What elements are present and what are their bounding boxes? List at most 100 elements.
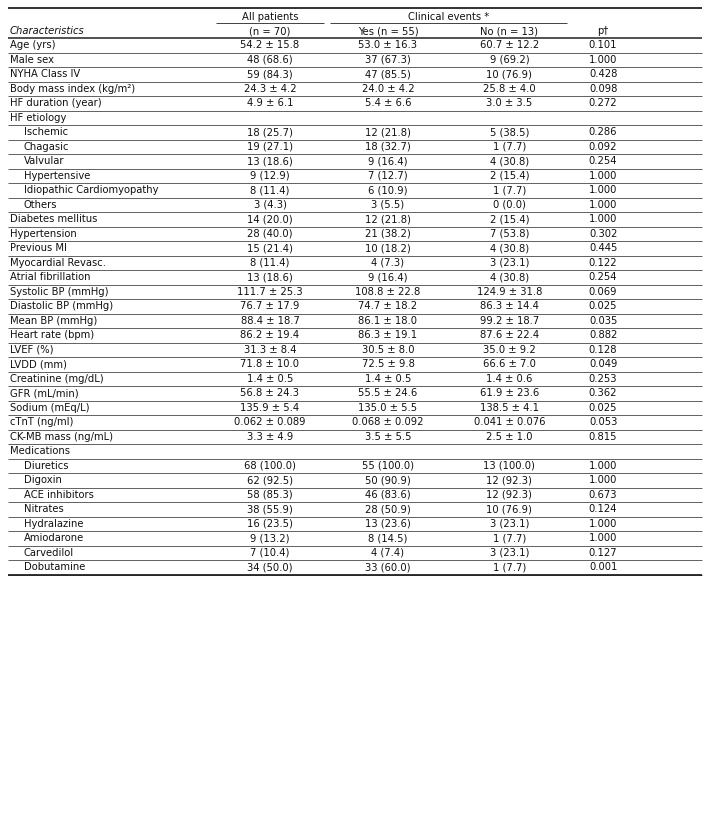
Text: 99.2 ± 18.7: 99.2 ± 18.7 <box>480 316 539 326</box>
Text: Dobutamine: Dobutamine <box>24 563 86 573</box>
Text: LVEF (%): LVEF (%) <box>10 345 54 355</box>
Text: 0.254: 0.254 <box>589 273 617 283</box>
Text: ACE inhibitors: ACE inhibitors <box>24 489 94 499</box>
Text: 0.068 ± 0.092: 0.068 ± 0.092 <box>352 417 423 427</box>
Text: 3.0 ± 3.5: 3.0 ± 3.5 <box>486 98 532 108</box>
Text: 8 (11.4): 8 (11.4) <box>251 185 290 195</box>
Text: 9 (16.4): 9 (16.4) <box>368 156 408 166</box>
Text: NYHA Class IV: NYHA Class IV <box>10 69 80 79</box>
Text: 14 (20.0): 14 (20.0) <box>247 214 293 224</box>
Text: 3.3 ± 4.9: 3.3 ± 4.9 <box>247 432 293 442</box>
Text: Age (yrs): Age (yrs) <box>10 40 55 50</box>
Text: 0.124: 0.124 <box>589 504 617 514</box>
Text: Diabetes mellitus: Diabetes mellitus <box>10 214 98 224</box>
Text: 1.4 ± 0.5: 1.4 ± 0.5 <box>365 374 411 384</box>
Text: Ischemic: Ischemic <box>24 127 68 137</box>
Text: 9 (13.2): 9 (13.2) <box>250 534 290 543</box>
Text: Creatinine (mg/dL): Creatinine (mg/dL) <box>10 374 103 384</box>
Text: 5.4 ± 6.6: 5.4 ± 6.6 <box>365 98 411 108</box>
Text: 0.673: 0.673 <box>589 489 617 499</box>
Text: Body mass index (kg/m²): Body mass index (kg/m²) <box>10 84 135 94</box>
Text: 8 (14.5): 8 (14.5) <box>368 534 408 543</box>
Text: 86.3 ± 14.4: 86.3 ± 14.4 <box>480 302 539 312</box>
Text: 13 (23.6): 13 (23.6) <box>365 519 411 529</box>
Text: 74.7 ± 18.2: 74.7 ± 18.2 <box>358 302 418 312</box>
Text: 0.025: 0.025 <box>589 403 617 413</box>
Text: 30.5 ± 8.0: 30.5 ± 8.0 <box>362 345 414 355</box>
Text: 3 (23.1): 3 (23.1) <box>490 548 529 558</box>
Text: 33 (60.0): 33 (60.0) <box>365 563 411 573</box>
Text: Systolic BP (mmHg): Systolic BP (mmHg) <box>10 287 108 297</box>
Text: 4.9 ± 6.1: 4.9 ± 6.1 <box>246 98 293 108</box>
Text: 7 (12.7): 7 (12.7) <box>368 170 408 181</box>
Text: 138.5 ± 4.1: 138.5 ± 4.1 <box>480 403 539 413</box>
Text: 4 (7.4): 4 (7.4) <box>372 548 404 558</box>
Text: 1.000: 1.000 <box>589 185 617 195</box>
Text: 68 (100.0): 68 (100.0) <box>244 460 296 470</box>
Text: Medications: Medications <box>10 446 70 456</box>
Text: 1.000: 1.000 <box>589 170 617 181</box>
Text: LVDD (mm): LVDD (mm) <box>10 359 67 369</box>
Text: 0.253: 0.253 <box>589 374 617 384</box>
Text: 4 (30.8): 4 (30.8) <box>490 156 529 166</box>
Text: 48 (68.6): 48 (68.6) <box>247 55 293 65</box>
Text: Hydralazine: Hydralazine <box>24 519 84 529</box>
Text: 3 (4.3): 3 (4.3) <box>253 199 287 209</box>
Text: 12 (92.3): 12 (92.3) <box>486 475 532 485</box>
Text: 19 (27.1): 19 (27.1) <box>247 142 293 152</box>
Text: 13 (100.0): 13 (100.0) <box>484 460 535 470</box>
Text: 9 (16.4): 9 (16.4) <box>368 273 408 283</box>
Text: Characteristics: Characteristics <box>10 27 85 37</box>
Text: 108.8 ± 22.8: 108.8 ± 22.8 <box>355 287 421 297</box>
Text: 3 (23.1): 3 (23.1) <box>490 519 529 529</box>
Text: 86.3 ± 19.1: 86.3 ± 19.1 <box>358 330 418 340</box>
Text: All patients: All patients <box>241 12 298 22</box>
Text: GFR (mL/min): GFR (mL/min) <box>10 388 79 398</box>
Text: 86.1 ± 18.0: 86.1 ± 18.0 <box>358 316 418 326</box>
Text: Heart rate (bpm): Heart rate (bpm) <box>10 330 94 340</box>
Text: 61.9 ± 23.6: 61.9 ± 23.6 <box>480 388 539 398</box>
Text: 7 (10.4): 7 (10.4) <box>251 548 290 558</box>
Text: 18 (25.7): 18 (25.7) <box>247 127 293 137</box>
Text: 0.445: 0.445 <box>589 243 617 253</box>
Text: 3.5 ± 5.5: 3.5 ± 5.5 <box>365 432 411 442</box>
Text: 9 (12.9): 9 (12.9) <box>250 170 290 181</box>
Text: 55 (100.0): 55 (100.0) <box>362 460 414 470</box>
Text: 0.128: 0.128 <box>589 345 617 355</box>
Text: 0.428: 0.428 <box>589 69 617 79</box>
Text: 1.4 ± 0.6: 1.4 ± 0.6 <box>486 374 532 384</box>
Text: Carvedilol: Carvedilol <box>24 548 74 558</box>
Text: Diuretics: Diuretics <box>24 460 69 470</box>
Text: 0.025: 0.025 <box>589 302 617 312</box>
Text: 34 (50.0): 34 (50.0) <box>247 563 292 573</box>
Text: 71.8 ± 10.0: 71.8 ± 10.0 <box>241 359 299 369</box>
Text: Male sex: Male sex <box>10 55 54 65</box>
Text: 10 (76.9): 10 (76.9) <box>486 69 532 79</box>
Text: 0.362: 0.362 <box>589 388 617 398</box>
Text: 47 (85.5): 47 (85.5) <box>365 69 411 79</box>
Text: 28 (40.0): 28 (40.0) <box>247 229 292 238</box>
Text: 54.2 ± 15.8: 54.2 ± 15.8 <box>241 40 299 50</box>
Text: 18 (32.7): 18 (32.7) <box>365 142 411 152</box>
Text: 8 (11.4): 8 (11.4) <box>251 258 290 268</box>
Text: 1 (7.7): 1 (7.7) <box>493 563 526 573</box>
Text: 0.272: 0.272 <box>589 98 617 108</box>
Text: Atrial fibrillation: Atrial fibrillation <box>10 273 91 283</box>
Text: 3 (23.1): 3 (23.1) <box>490 258 529 268</box>
Text: 0.092: 0.092 <box>589 142 617 152</box>
Text: Hypertensive: Hypertensive <box>24 170 91 181</box>
Text: 0.041 ± 0.076: 0.041 ± 0.076 <box>474 417 545 427</box>
Text: 1.000: 1.000 <box>589 55 617 65</box>
Text: 25.8 ± 4.0: 25.8 ± 4.0 <box>483 84 536 94</box>
Text: 46 (83.6): 46 (83.6) <box>365 489 411 499</box>
Text: 135.9 ± 5.4: 135.9 ± 5.4 <box>241 403 299 413</box>
Text: 16 (23.5): 16 (23.5) <box>247 519 293 529</box>
Text: 60.7 ± 12.2: 60.7 ± 12.2 <box>480 40 539 50</box>
Text: 2 (15.4): 2 (15.4) <box>490 214 529 224</box>
Text: 0.035: 0.035 <box>589 316 617 326</box>
Text: 66.6 ± 7.0: 66.6 ± 7.0 <box>483 359 536 369</box>
Text: 0.254: 0.254 <box>589 156 617 166</box>
Text: 10 (76.9): 10 (76.9) <box>486 504 532 514</box>
Text: 0.122: 0.122 <box>589 258 617 268</box>
Text: Sodium (mEq/L): Sodium (mEq/L) <box>10 403 89 413</box>
